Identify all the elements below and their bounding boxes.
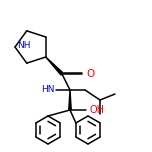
Polygon shape [46,57,63,75]
Text: HN: HN [41,85,55,95]
Text: O: O [86,69,94,79]
Polygon shape [69,90,71,110]
Text: NH: NH [17,41,31,50]
Text: OH: OH [89,105,104,115]
